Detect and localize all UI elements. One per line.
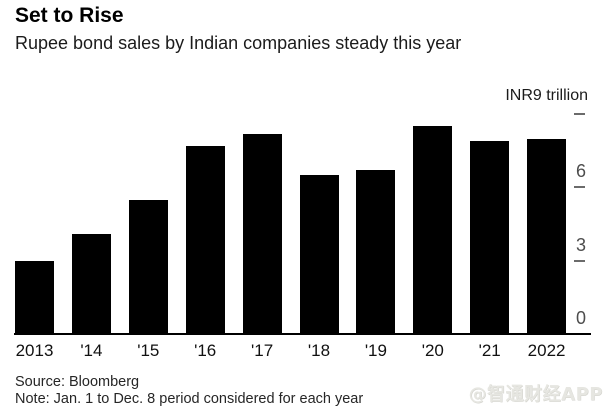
y-tick-dash [574, 186, 585, 189]
y-tick-dash [574, 113, 585, 116]
bar-16 [185, 145, 225, 334]
source-note: Source: Bloomberg [15, 374, 140, 390]
x-axis-line [14, 333, 591, 335]
x-tick-label: '17 [251, 341, 274, 360]
bar-2022 [527, 138, 567, 334]
bar-17 [242, 133, 282, 334]
x-tick-label: '15 [137, 341, 160, 360]
y-axis-unit-label: INR9 trillion [505, 87, 588, 104]
x-tick-label: '21 [478, 341, 501, 360]
x-tick-label: 2013 [15, 341, 54, 360]
bar-18 [299, 175, 339, 334]
bar-2013 [15, 260, 54, 334]
bar-14 [71, 233, 111, 334]
x-tick-label: '20 [421, 341, 444, 360]
bar-21 [470, 141, 510, 334]
x-tick-label: 2022 [527, 341, 566, 360]
x-tick-label: '19 [364, 341, 387, 360]
watermark: @智通财经APP [468, 384, 603, 405]
bar-15 [128, 199, 168, 334]
x-tick-label: '16 [194, 341, 217, 360]
bar-19 [356, 170, 396, 334]
y-tick-label: 0 [575, 308, 586, 328]
chart-subtitle: Rupee bond sales by Indian companies ste… [15, 33, 462, 53]
y-tick-label: 3 [575, 234, 586, 255]
y-tick-label: 6 [575, 161, 586, 182]
y-tick-dash [574, 259, 585, 262]
x-tick-label: '18 [307, 341, 331, 360]
x-tick-label: '14 [80, 341, 103, 360]
methodology-note: Note: Jan. 1 to Dec. 8 period considered… [15, 391, 364, 407]
chart-title: Set to Rise [15, 4, 124, 27]
bar-20 [413, 126, 453, 334]
